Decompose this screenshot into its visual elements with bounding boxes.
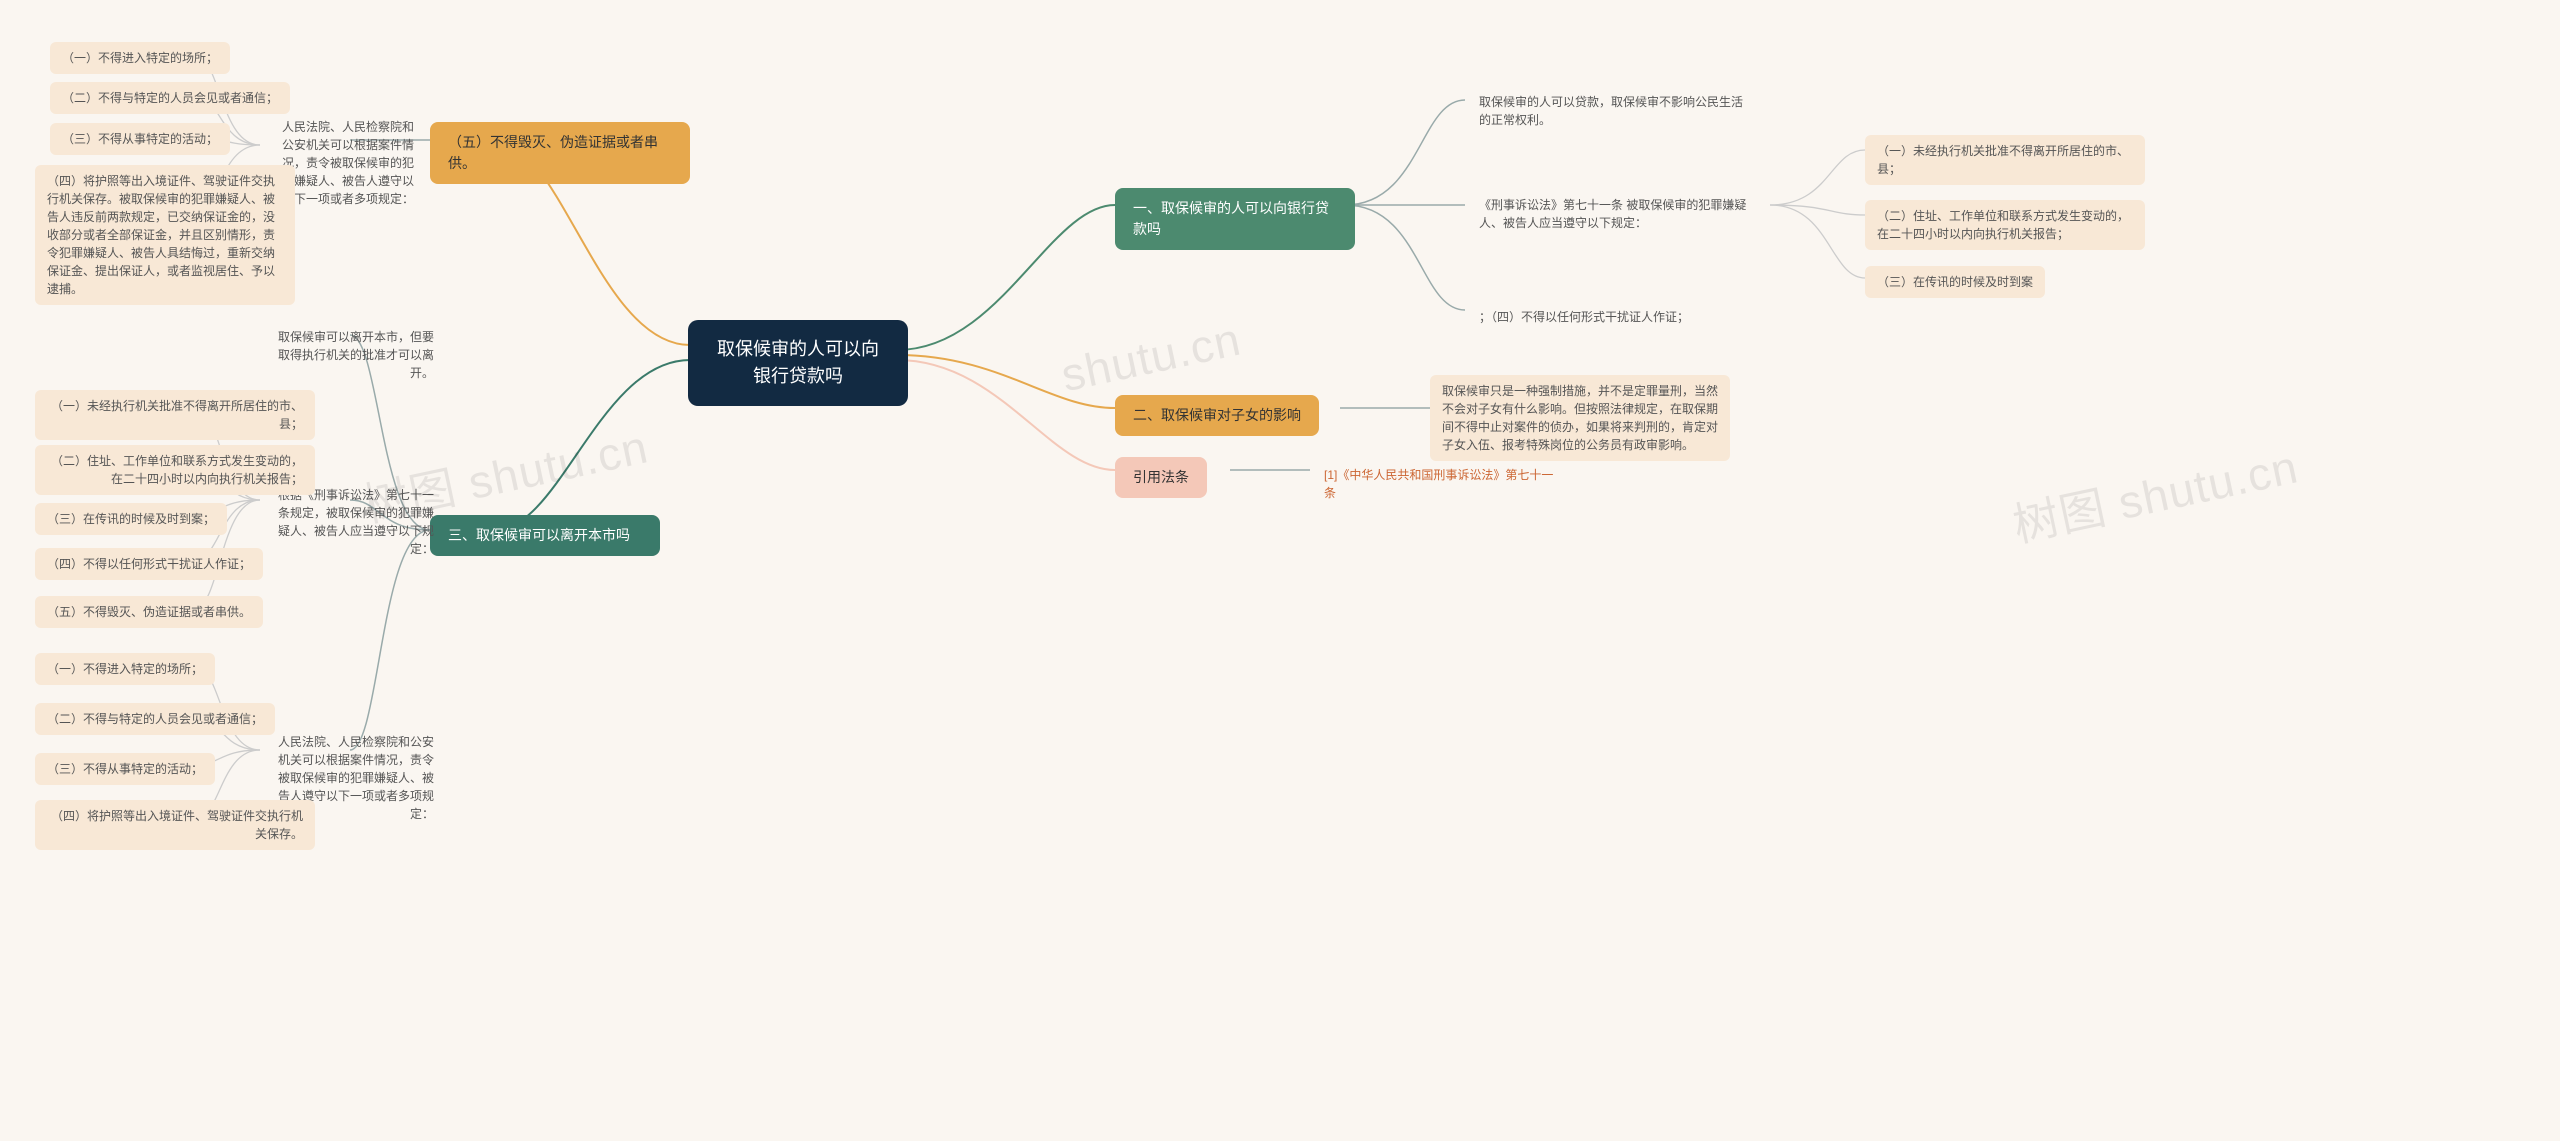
branch-1-leaf-3: （三）在传讯的时候及时到案 (1865, 266, 2045, 298)
branch-top-leaf-3: （三）不得从事特定的活动； (50, 123, 230, 155)
branch-1-sub2: 《刑事诉讼法》第七十一条 被取保候审的犯罪嫌疑人、被告人应当遵守以下规定： (1465, 188, 1765, 240)
branch-bottom-sub1: 取保候审可以离开本市，但要取得执行机关的批准才可以离开。 (258, 320, 448, 390)
branch-bottom-s3-leaf-2: （二）不得与特定的人员会见或者通信； (35, 703, 275, 735)
branch-3[interactable]: 引用法条 (1115, 457, 1207, 498)
branch-2[interactable]: 二、取保候审对子女的影响 (1115, 395, 1319, 436)
root-node[interactable]: 取保候审的人可以向银行贷款吗 (688, 320, 908, 406)
branch-1-leaf-2: （二）住址、工作单位和联系方式发生变动的，在二十四小时以内向执行机关报告； (1865, 200, 2145, 250)
branch-1-sub3: ；（四）不得以任何形式干扰证人作证； (1465, 300, 1703, 334)
branch-bottom-s3-leaf-1: （一）不得进入特定的场所； (35, 653, 215, 685)
branch-bottom-s3-leaf-4: （四）将护照等出入境证件、驾驶证件交执行机关保存。 (35, 800, 315, 850)
branch-top-leaf-4: （四）将护照等出入境证件、驾驶证件交执行机关保存。被取保候审的犯罪嫌疑人、被告人… (35, 165, 295, 305)
watermark: shutu.cn (1056, 312, 1245, 403)
branch-3-cite: [1]《中华人民共和国刑事诉讼法》第七十一条 (1310, 458, 1570, 510)
branch-bottom[interactable]: 三、取保候审可以离开本市吗 (430, 515, 660, 556)
branch-top-leaf-2: （二）不得与特定的人员会见或者通信； (50, 82, 290, 114)
branch-1[interactable]: 一、取保候审的人可以向银行贷款吗 (1115, 188, 1355, 250)
branch-top-leaf-1: （一）不得进入特定的场所； (50, 42, 230, 74)
branch-bottom-s2-leaf-3: （三）在传讯的时候及时到案； (35, 503, 227, 535)
branch-top[interactable]: （五）不得毁灭、伪造证据或者串供。 (430, 122, 690, 184)
branch-bottom-s2-leaf-1: （一）未经执行机关批准不得离开所居住的市、县； (35, 390, 315, 440)
branch-1-leaf-1: （一）未经执行机关批准不得离开所居住的市、县； (1865, 135, 2145, 185)
branch-1-sub1: 取保候审的人可以贷款，取保候审不影响公民生活的正常权利。 (1465, 85, 1765, 137)
watermark: 树图 shutu.cn (2006, 431, 2303, 556)
branch-bottom-s2-leaf-2: （二）住址、工作单位和联系方式发生变动的，在二十四小时以内向执行机关报告； (35, 445, 315, 495)
branch-bottom-s2-leaf-4: （四）不得以任何形式干扰证人作证； (35, 548, 263, 580)
branch-2-sub1: 取保候审只是一种强制措施，并不是定罪量刑，当然不会对子女有什么影响。但按照法律规… (1430, 375, 1730, 461)
branch-bottom-s2-leaf-5: （五）不得毁灭、伪造证据或者串供。 (35, 596, 263, 628)
branch-bottom-s3-leaf-3: （三）不得从事特定的活动； (35, 753, 215, 785)
